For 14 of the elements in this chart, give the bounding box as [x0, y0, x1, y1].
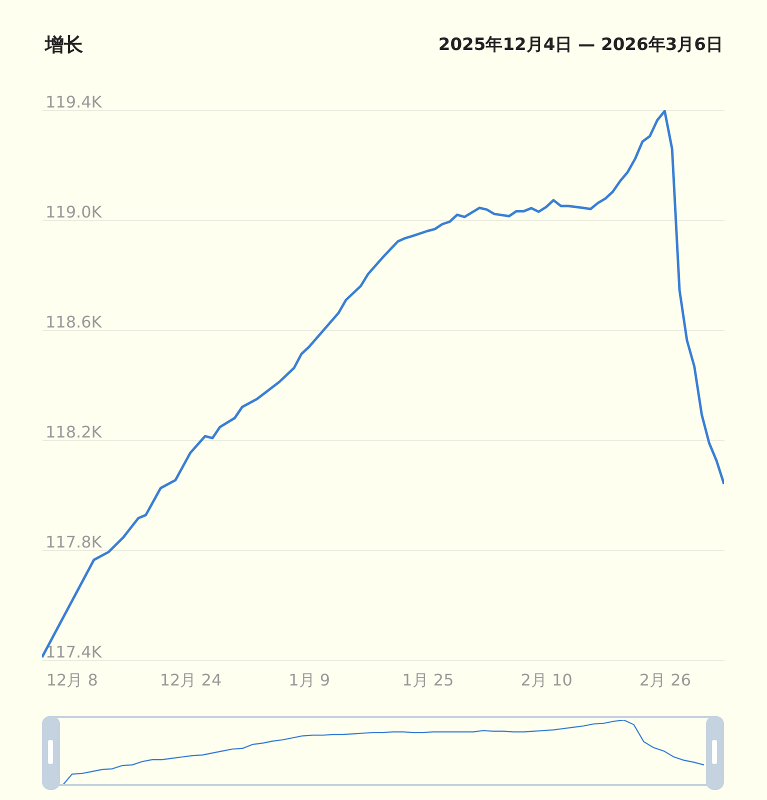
chart-title: 增长	[45, 33, 83, 58]
y-tick-label: 119.4K	[46, 92, 102, 112]
x-tick-label: 12月 24	[160, 670, 222, 690]
chart-subtitle: 2025年12月4日 — 2026年3月6日	[438, 34, 723, 56]
x-tick-label: 1月 9	[288, 670, 330, 690]
x-tick-label: 2月 26	[639, 670, 692, 690]
y-tick-label: 118.2K	[46, 422, 102, 442]
y-tick-label: 118.6K	[46, 312, 102, 332]
x-tick-label: 12月 8	[46, 670, 98, 690]
x-tick-label: 1月 25	[402, 670, 454, 690]
y-tick-label: 117.8K	[46, 532, 102, 552]
y-tick-label: 117.4K	[46, 642, 102, 662]
y-tick-label: 119.0K	[46, 202, 102, 222]
x-tick-label: 2月 10	[520, 670, 572, 690]
